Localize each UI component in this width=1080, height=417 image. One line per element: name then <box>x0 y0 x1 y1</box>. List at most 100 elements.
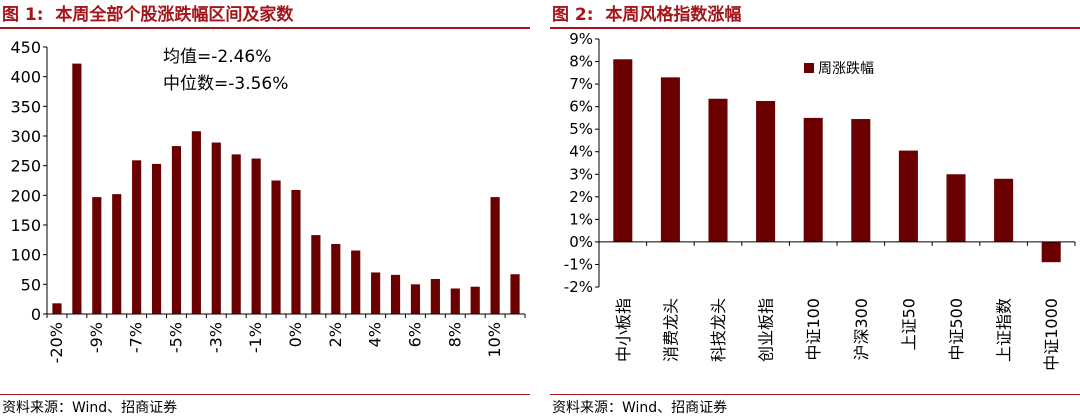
figure-2-title-rule <box>550 27 1080 29</box>
figure-1-title: 图 1: 本周全部个股涨跌幅区间及家数 <box>2 0 293 25</box>
y-tick-label: -2% <box>564 278 593 296</box>
bar <box>410 284 421 314</box>
figure-1-label: 图 1: <box>2 5 44 25</box>
legend-label: 周涨跌幅 <box>818 61 874 77</box>
y-tick-label: 1% <box>569 210 593 228</box>
bar <box>151 163 162 314</box>
x-tick-label: 中证100 <box>804 298 823 361</box>
x-tick-label: -1% <box>246 322 265 353</box>
bar <box>613 59 633 242</box>
bar <box>898 150 918 242</box>
bar <box>72 63 82 314</box>
y-tick-label: 400 <box>10 68 41 87</box>
y-tick-label: 100 <box>10 246 41 265</box>
bar <box>251 158 261 314</box>
figure-1-source-rule <box>0 394 530 395</box>
x-tick-label: 沪深300 <box>852 298 871 361</box>
legend-swatch <box>804 63 814 73</box>
bar <box>132 160 142 314</box>
bar <box>946 174 966 242</box>
y-axis: 0 50 100 150 200 250 300 350 400 450 <box>10 38 48 324</box>
bar <box>291 189 301 314</box>
y-tick-label: 300 <box>10 127 41 146</box>
bar <box>430 278 440 314</box>
bar <box>171 146 182 314</box>
x-tick-label: 中证1000 <box>1042 298 1061 371</box>
figure-1-title-rule <box>0 27 530 29</box>
figure-2-title: 图 2: 本周风格指数涨幅 <box>552 0 741 25</box>
bar <box>231 154 241 314</box>
bar <box>390 274 401 314</box>
bar <box>490 197 500 314</box>
y-tick-label: 5% <box>569 120 593 138</box>
bar <box>211 142 221 314</box>
bar <box>1041 241 1061 263</box>
y-tick-label: 6% <box>569 98 593 116</box>
bar <box>660 77 680 242</box>
bars <box>52 63 520 314</box>
x-axis: -20% -9% -7% -5% -3% -1% 0% 2% 4% 6% 8% 10% <box>46 313 526 363</box>
bar <box>708 98 728 242</box>
legend: 周涨跌幅 <box>804 61 874 77</box>
y-tick-label: -1% <box>564 255 593 273</box>
y-axis: -2% -1% 0% 1% 2% 3% 4% 5% 6% 7% 8% 9% <box>564 30 600 296</box>
figure-2-source-rule <box>550 394 1080 395</box>
y-tick-label: 8% <box>569 53 593 71</box>
style-index-bar-chart: -2% -1% 0% 1% 2% 3% 4% 5% 6% 7% 8% 9% 中小板指 消费龙头 科技龙头 创… <box>564 30 1076 371</box>
bar <box>331 243 341 314</box>
x-tick-label: -9% <box>87 322 106 353</box>
figure-1-panel: 图 1: 本周全部个股涨跌幅区间及家数 0 50 100 150 200 250 300 35… <box>0 0 530 417</box>
bar <box>191 131 201 314</box>
x-tick-label: 创业板指 <box>757 298 776 362</box>
bar <box>994 178 1014 242</box>
figure-1-source: 资料来源：Wind、招商证券 <box>2 400 178 416</box>
bar <box>351 250 361 314</box>
y-tick-label: 350 <box>10 97 41 116</box>
y-tick-label: 50 <box>21 275 41 294</box>
bar <box>450 288 460 314</box>
bar <box>510 274 520 314</box>
bar <box>851 119 871 242</box>
bar <box>92 197 102 314</box>
y-tick-label: 7% <box>569 75 593 93</box>
bar <box>112 194 122 314</box>
x-tick-label: 上证指数 <box>995 298 1014 362</box>
y-tick-label: 150 <box>10 216 41 235</box>
y-tick-label: 3% <box>569 165 593 183</box>
x-tick-label: -20% <box>47 322 66 363</box>
bar <box>52 303 62 314</box>
x-tick-label: 10% <box>485 322 504 358</box>
y-tick-label: 200 <box>10 186 41 205</box>
bar <box>803 117 823 242</box>
x-tick-label: 科技龙头 <box>709 298 728 362</box>
x-tick-label: -5% <box>166 322 185 353</box>
y-tick-label: 450 <box>10 38 41 57</box>
x-tick-label: -7% <box>127 322 146 353</box>
y-tick-label: 0 <box>31 305 41 324</box>
mean-annotation: 均值=-2.46% <box>163 47 271 67</box>
median-annotation: 中位数=-3.56% <box>163 74 288 94</box>
bar <box>371 272 381 314</box>
x-tick-label: 8% <box>445 322 464 347</box>
bar <box>311 235 321 314</box>
x-tick-label: 上证50 <box>899 298 918 350</box>
x-tick-label: 消费龙头 <box>661 298 680 362</box>
x-tick-label: 0% <box>286 322 305 347</box>
y-tick-label: 250 <box>10 157 41 176</box>
y-tick-label: 4% <box>569 143 593 161</box>
x-tick-label: -3% <box>206 322 225 353</box>
y-tick-label: 2% <box>569 188 593 206</box>
bar <box>756 101 776 242</box>
bar <box>470 286 480 314</box>
x-tick-label: 2% <box>326 322 345 347</box>
x-tick-label: 中证500 <box>947 298 966 361</box>
figure-1-title-text: 本周全部个股涨跌幅区间及家数 <box>55 5 294 25</box>
y-tick-label: 0% <box>569 233 593 251</box>
figure-2-panel: 图 2: 本周风格指数涨幅 -2% -1% 0% 1% 2% 3% 4% 5% 6% 7% 8% 9%… <box>550 0 1080 417</box>
bars <box>613 59 1061 263</box>
figure-2-title-text: 本周风格指数涨幅 <box>605 5 742 25</box>
x-tick-label: 6% <box>405 322 424 347</box>
x-axis: 中小板指 消费龙头 科技龙头 创业板指 中证100 沪深300 上证50 中证500 上证指数 中… <box>598 241 1076 371</box>
figure-2-source: 资料来源：Wind、招商证券 <box>552 400 728 416</box>
y-tick-label: 9% <box>569 30 593 48</box>
